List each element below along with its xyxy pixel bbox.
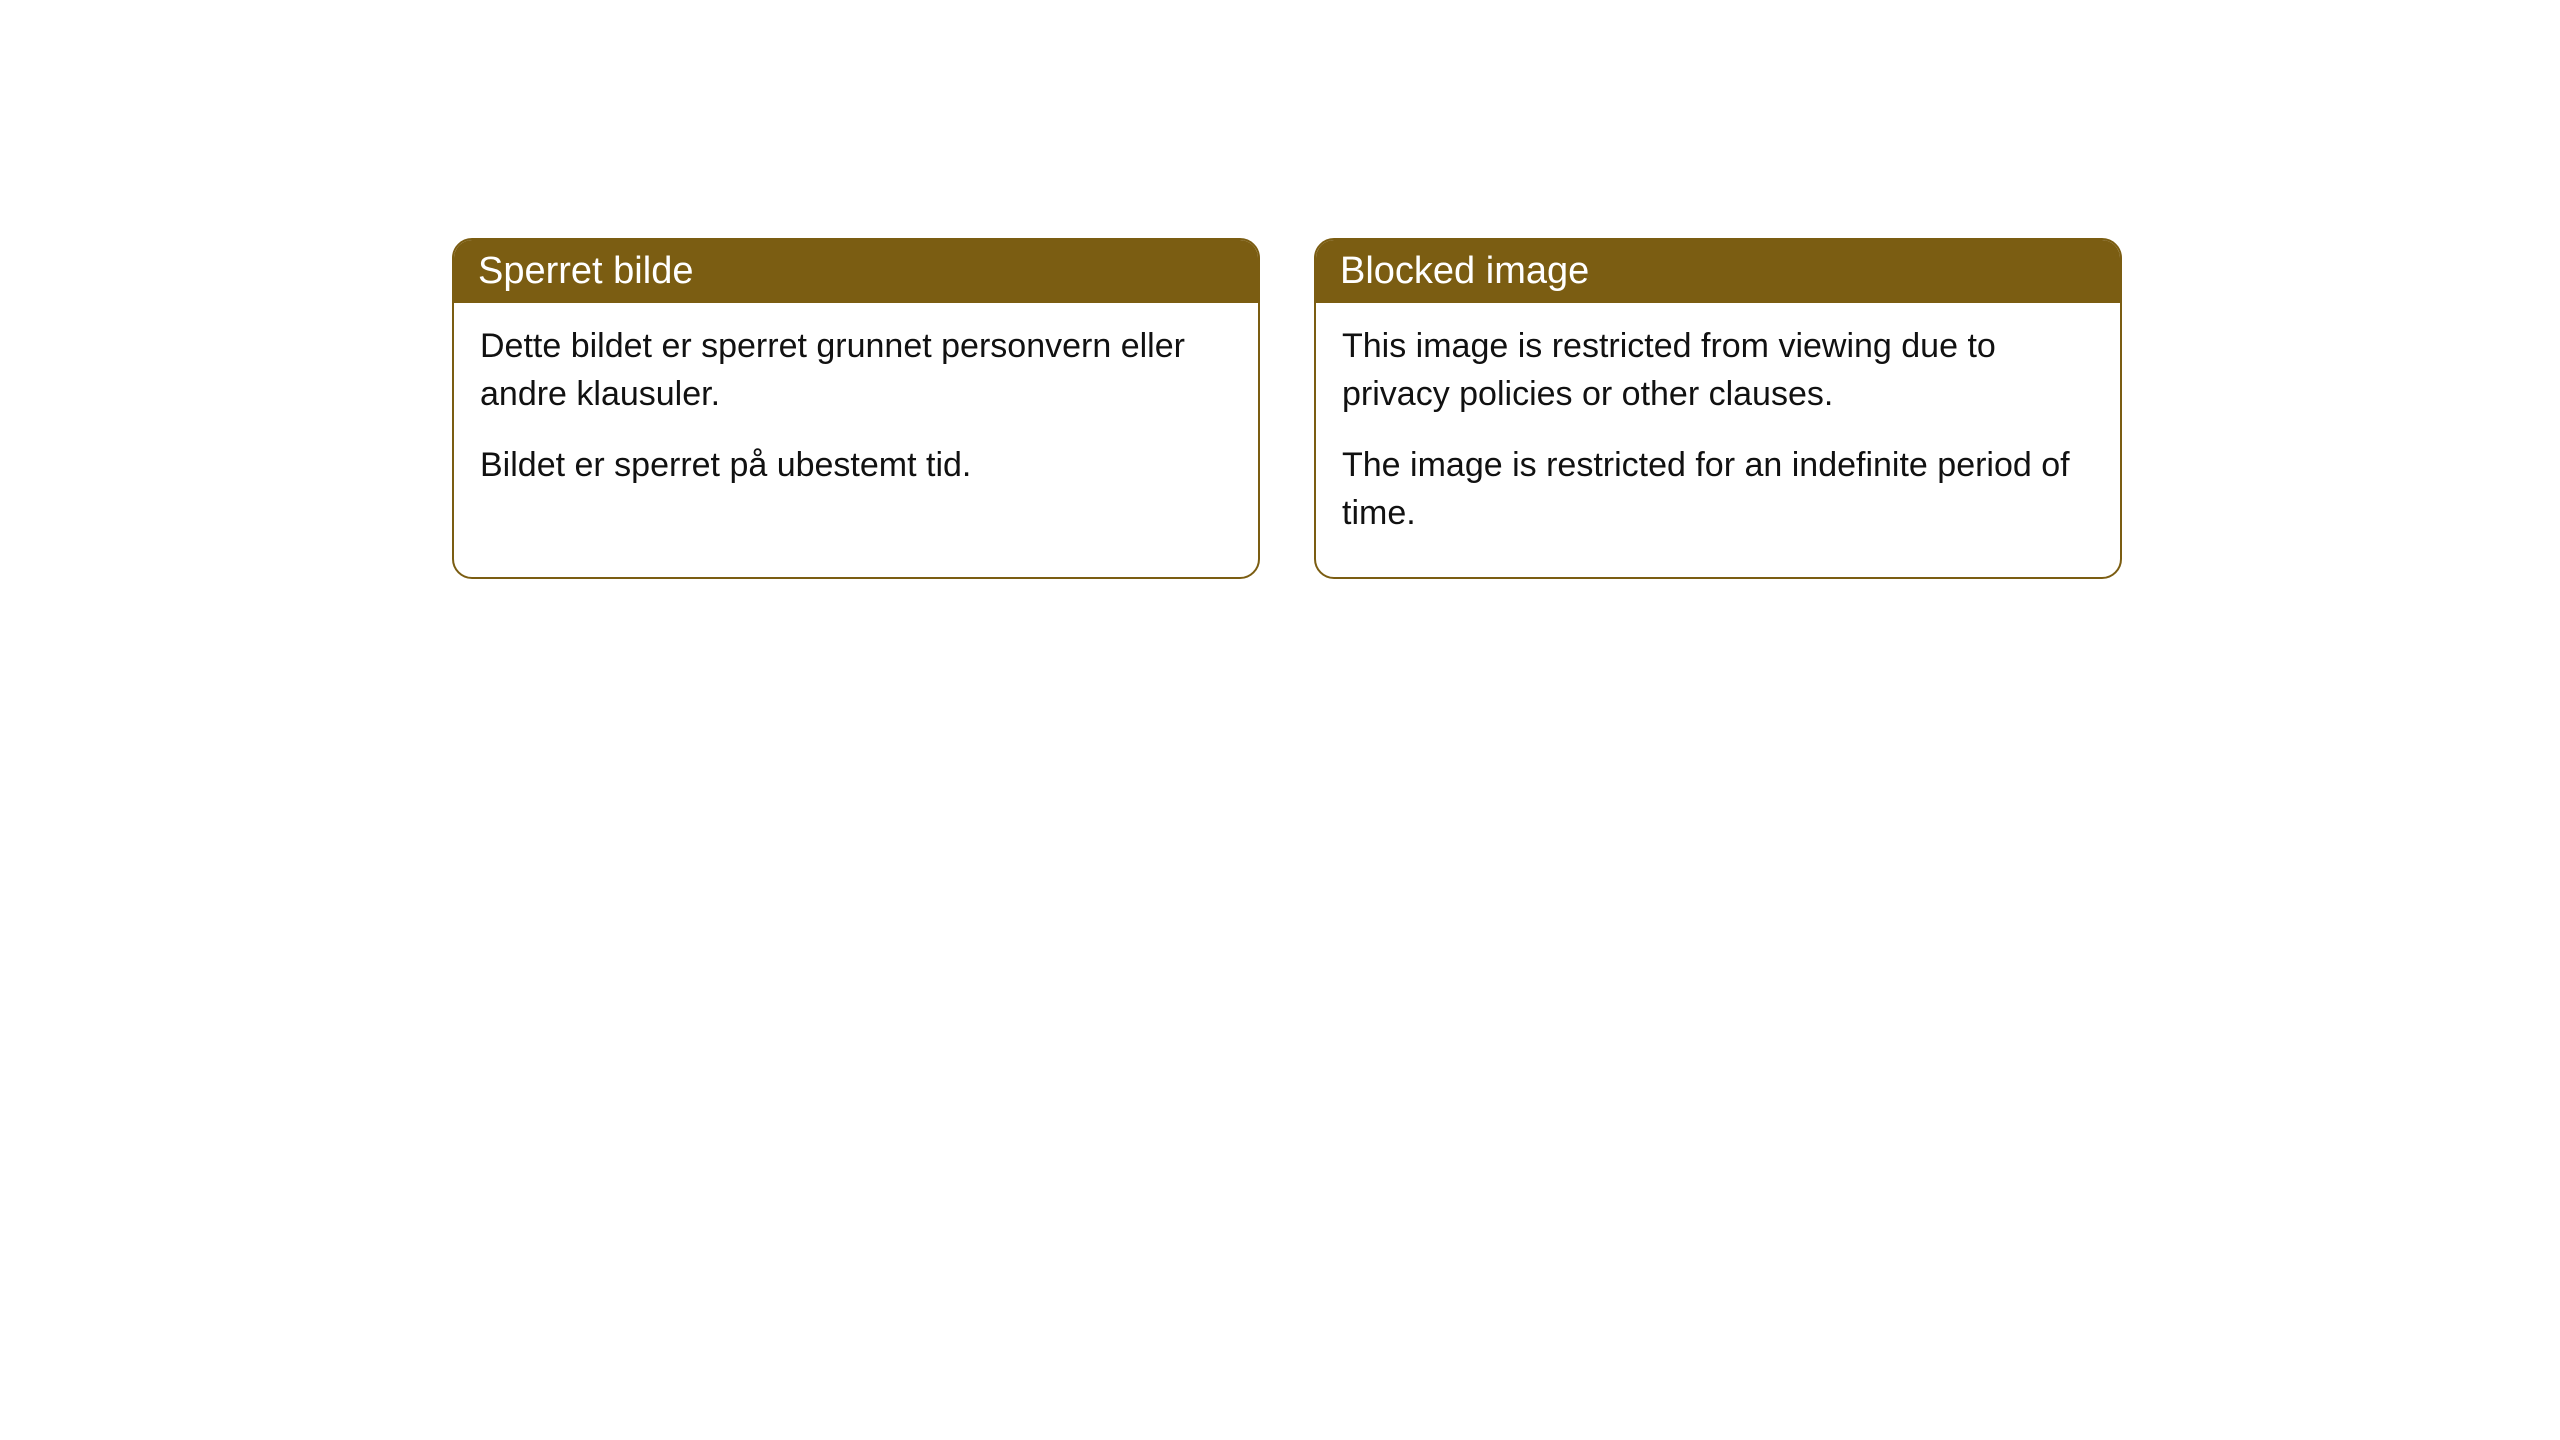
notice-card-norwegian: Sperret bilde Dette bildet er sperret gr…: [452, 238, 1260, 579]
card-header: Blocked image: [1316, 240, 2120, 303]
card-header: Sperret bilde: [454, 240, 1258, 303]
card-body: Dette bildet er sperret grunnet personve…: [454, 303, 1258, 530]
card-title: Sperret bilde: [478, 250, 693, 292]
card-title: Blocked image: [1340, 250, 1589, 292]
card-paragraph: The image is restricted for an indefinit…: [1342, 442, 2094, 537]
notice-card-english: Blocked image This image is restricted f…: [1314, 238, 2122, 579]
card-body: This image is restricted from viewing du…: [1316, 303, 2120, 577]
card-paragraph: This image is restricted from viewing du…: [1342, 323, 2094, 418]
card-paragraph: Bildet er sperret på ubestemt tid.: [480, 442, 1232, 490]
notice-container: Sperret bilde Dette bildet er sperret gr…: [452, 238, 2122, 579]
card-paragraph: Dette bildet er sperret grunnet personve…: [480, 323, 1232, 418]
